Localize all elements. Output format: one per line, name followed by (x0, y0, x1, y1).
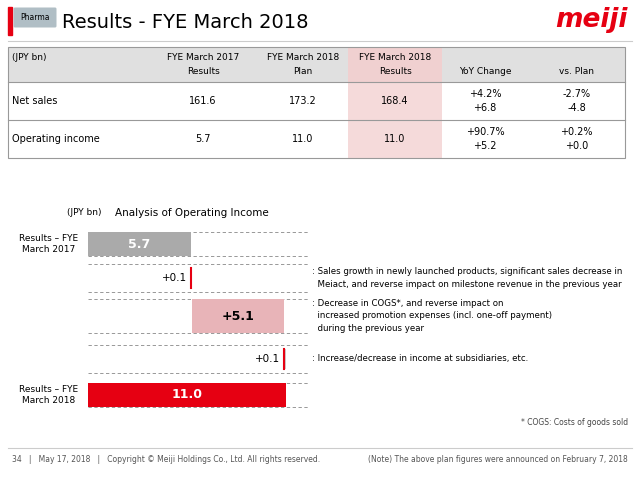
Bar (148, 47, 258, 82)
Bar (8, 47, 148, 82)
Text: : Sales growth in newly launched products, significant sales decrease in
  Meiac: : Sales growth in newly launched product… (312, 267, 622, 288)
Text: +90.7%
+5.2: +90.7% +5.2 (466, 127, 504, 151)
Text: vs. Plan: vs. Plan (559, 68, 594, 76)
Text: Results – FYE
March 2017: Results – FYE March 2017 (19, 234, 78, 254)
Text: : Increase/decrease in income at subsidiaries, etc.: : Increase/decrease in income at subsidi… (312, 355, 528, 363)
Bar (348, 120, 442, 158)
Text: FYE March 2018: FYE March 2018 (267, 52, 339, 61)
Text: +5.1: +5.1 (222, 310, 255, 323)
Text: Results – FYE
March 2018: Results – FYE March 2018 (19, 385, 78, 405)
Text: Plan: Plan (293, 68, 312, 76)
FancyBboxPatch shape (13, 8, 56, 27)
Text: 168.4: 168.4 (381, 96, 409, 106)
Text: Net sales: Net sales (12, 96, 58, 106)
Text: meiji: meiji (556, 7, 628, 33)
Text: -2.7%
-4.8: -2.7% -4.8 (563, 89, 591, 113)
Text: : Decrease in COGS*, and reverse impact on
  increased promotion expenses (incl.: : Decrease in COGS*, and reverse impact … (312, 300, 552, 333)
Bar (8, 47, 625, 158)
Bar (88, 383, 286, 407)
Text: +0.2%
+0.0: +0.2% +0.0 (560, 127, 593, 151)
Bar (348, 47, 442, 82)
Text: Results: Results (187, 68, 220, 76)
Text: FYE March 2018: FYE March 2018 (359, 52, 431, 61)
Text: * COGS: Costs of goods sold: * COGS: Costs of goods sold (521, 418, 628, 427)
Text: Operating income: Operating income (12, 134, 100, 144)
Text: YoY Change: YoY Change (459, 68, 511, 76)
Text: 161.6: 161.6 (189, 96, 217, 106)
Text: 34   |   May 17, 2018   |   Copyright © Meiji Holdings Co., Ltd. All rights rese: 34 | May 17, 2018 | Copyright © Meiji Ho… (12, 456, 320, 465)
Text: (Note) The above plan figures were announced on February 7, 2018: (Note) The above plan figures were annou… (368, 456, 628, 465)
Text: +4.2%
+6.8: +4.2% +6.8 (468, 89, 501, 113)
Text: 11.0: 11.0 (292, 134, 314, 144)
Text: Analysis of Operating Income: Analysis of Operating Income (115, 208, 269, 218)
Text: 173.2: 173.2 (289, 96, 317, 106)
Text: (JPY bn): (JPY bn) (67, 208, 102, 217)
Bar (193, 299, 284, 333)
Text: (JPY bn): (JPY bn) (12, 52, 47, 61)
Bar (442, 47, 528, 82)
Bar (284, 349, 286, 369)
Text: Results: Results (379, 68, 412, 76)
Text: 11.0: 11.0 (384, 134, 406, 144)
Text: 5.7: 5.7 (128, 238, 150, 251)
Bar (88, 232, 191, 256)
Bar (8, 7, 12, 35)
Text: 5.7: 5.7 (195, 134, 211, 144)
Text: Results - FYE March 2018: Results - FYE March 2018 (62, 12, 308, 32)
Text: Pharma: Pharma (20, 13, 50, 22)
Text: +0.1: +0.1 (255, 354, 280, 364)
Text: FYE March 2017: FYE March 2017 (167, 52, 239, 61)
Bar (348, 47, 442, 82)
Bar (258, 47, 348, 82)
Bar (528, 47, 625, 82)
Bar (348, 82, 442, 120)
Bar (191, 268, 193, 288)
Text: 11.0: 11.0 (172, 388, 202, 401)
Text: +0.1: +0.1 (161, 273, 187, 283)
